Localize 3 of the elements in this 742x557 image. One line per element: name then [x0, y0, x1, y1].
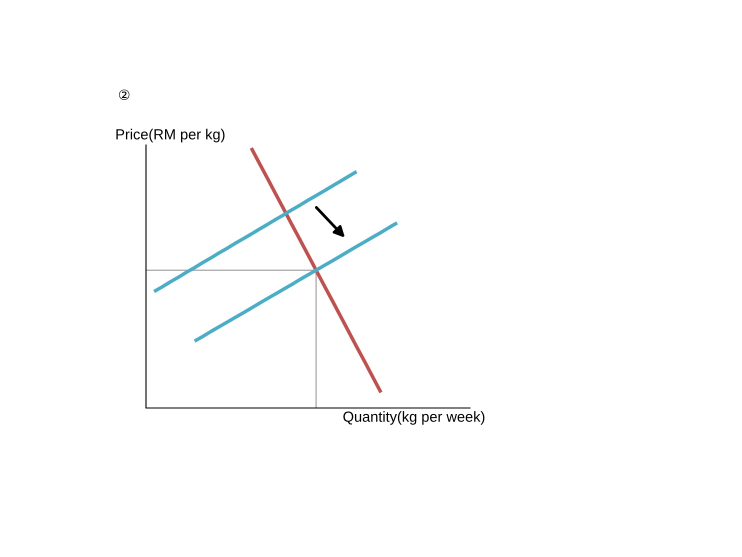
x-axis-title: Quantity(kg per week)	[343, 411, 484, 425]
y-axis-title: Price(RM per kg)	[116, 128, 225, 142]
text: ②	[119, 90, 130, 100]
